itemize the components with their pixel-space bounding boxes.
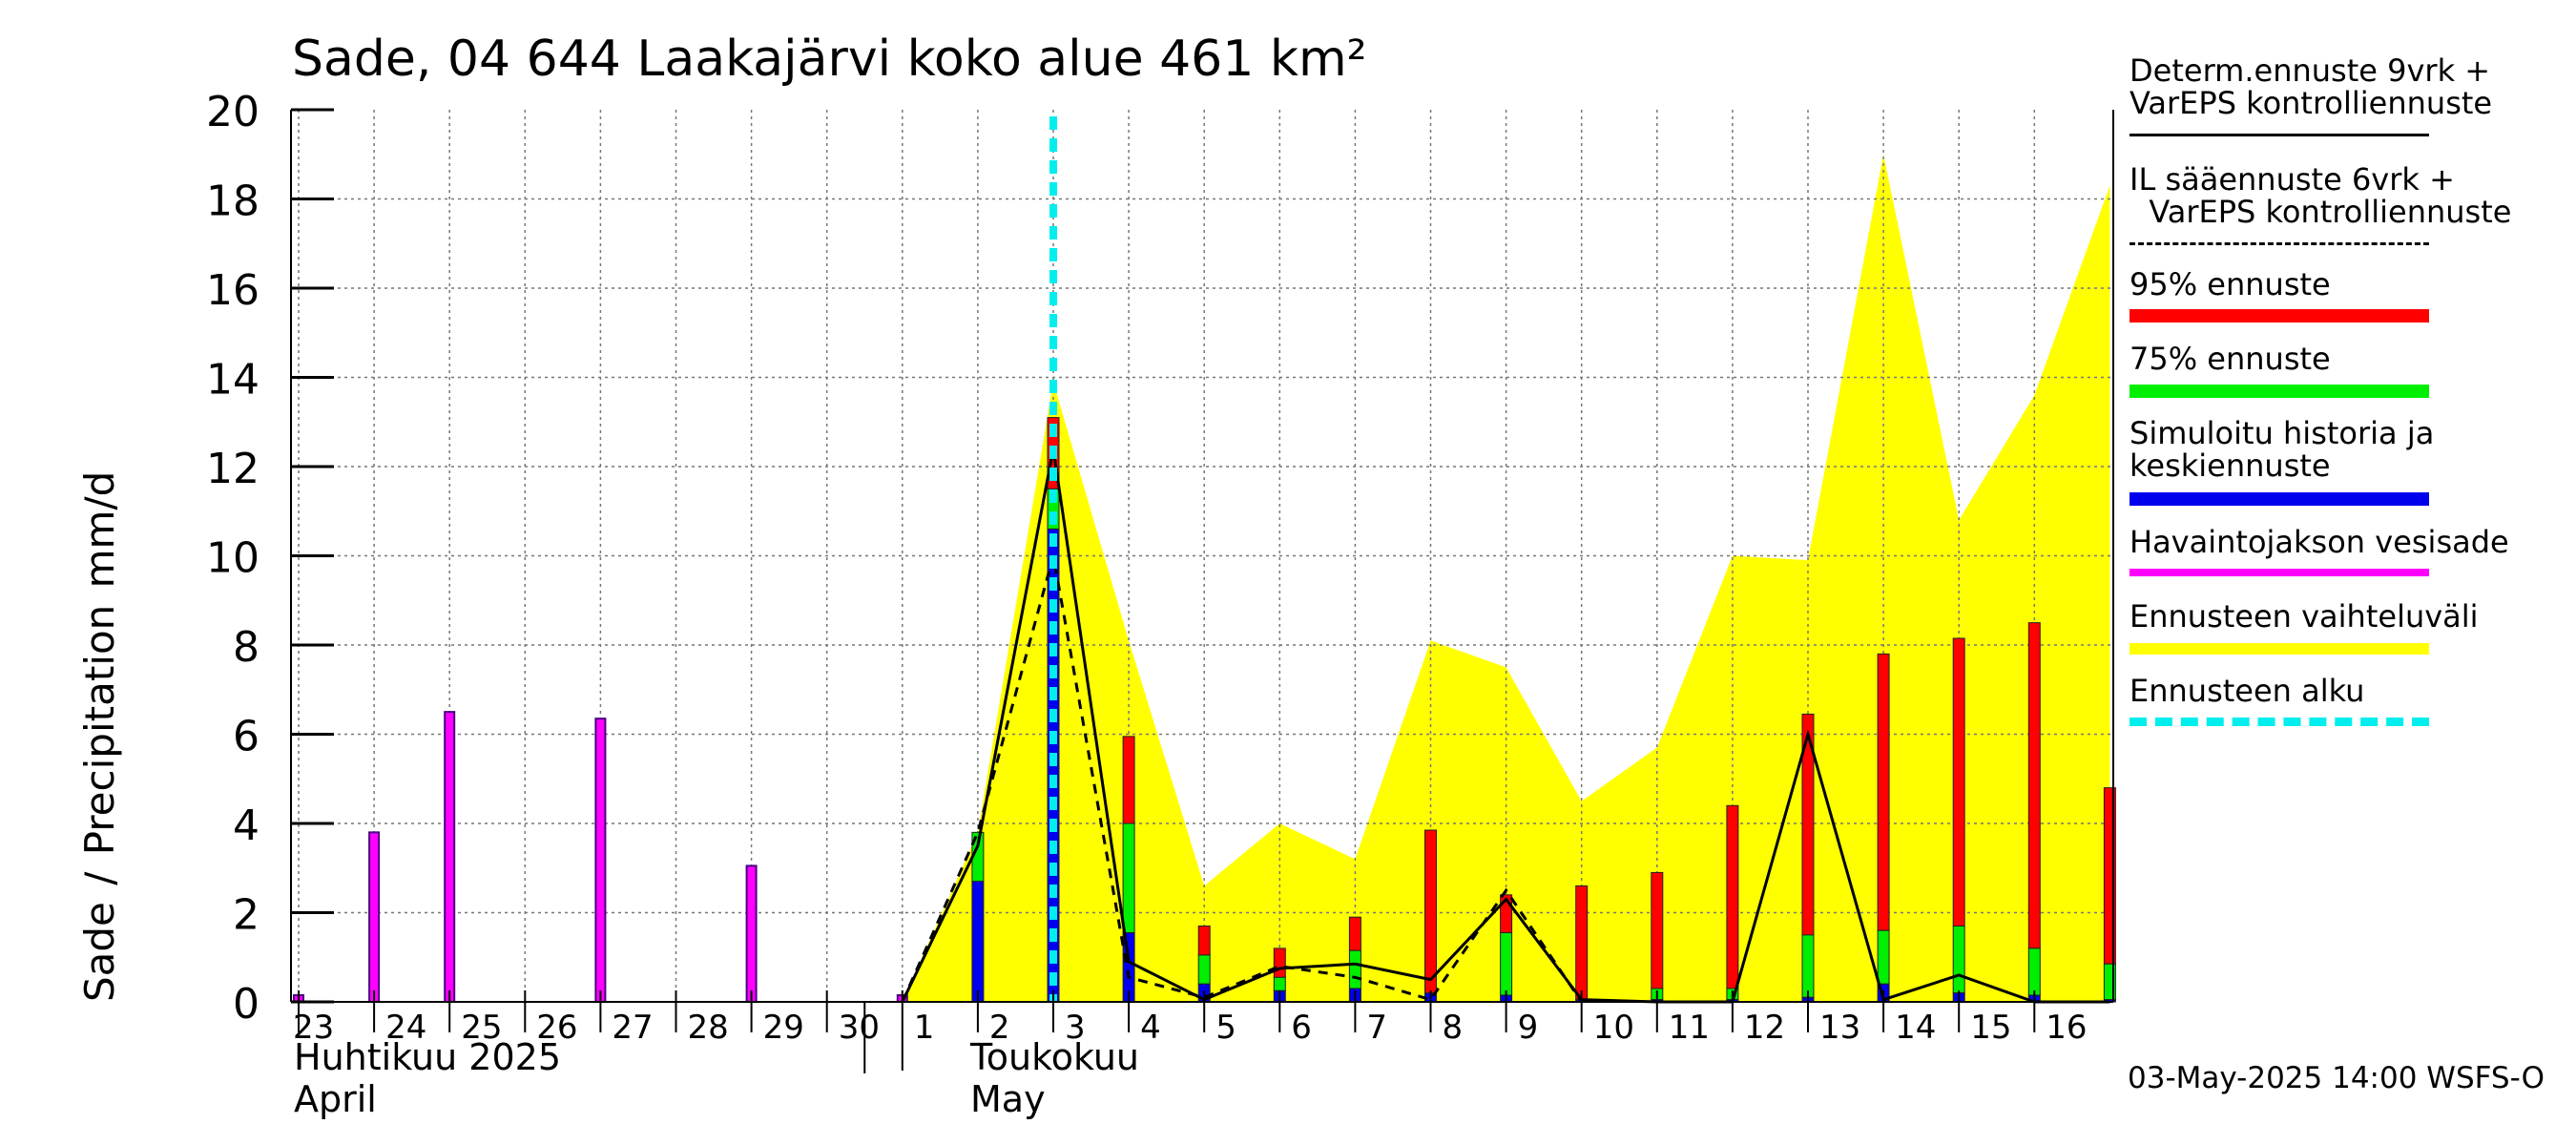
legend-text-range: Ennusteen vaihteluväli	[2129, 598, 2479, 635]
x-tick-label: 9	[1518, 1009, 1539, 1047]
bar-p75	[1952, 926, 1965, 994]
footer-timestamp: 03-May-2025 14:00 WSFS-O	[2128, 1061, 2545, 1095]
bar-p75	[1877, 929, 1890, 985]
x-tick-label: 26	[536, 1009, 577, 1047]
x-tick-label: 7	[1366, 1009, 1387, 1047]
legend-swatch-sim	[2129, 492, 2429, 506]
legend-text-determ-2: VarEPS kontrolliennuste	[2129, 85, 2493, 121]
x-tick-label: 12	[1744, 1009, 1785, 1047]
legend-text-observed: Havaintojakson vesisade	[2129, 524, 2509, 560]
y-axis-label: Sade / Precipitation mm/d	[76, 470, 123, 1002]
y-tick-label: 4	[233, 802, 260, 850]
legend-text-p95: 95% ennuste	[2129, 266, 2331, 302]
legend-text-determ-1: Determ.ennuste 9vrk +	[2129, 52, 2491, 89]
x-tick-label: 13	[1819, 1009, 1860, 1047]
bar-p75	[1122, 822, 1135, 934]
bar-p95	[1877, 653, 1890, 931]
bar-p95	[1651, 871, 1664, 989]
x-tick-label: 1	[914, 1009, 935, 1047]
x-tick-label: 14	[1895, 1009, 1936, 1047]
y-tick-label: 12	[206, 445, 260, 493]
bar-simulated	[971, 881, 985, 1003]
legend-text-forecast-start: Ennusteen alku	[2129, 673, 2365, 709]
y-tick-label: 14	[206, 356, 260, 405]
bar-p95	[1273, 947, 1286, 978]
bar-observed	[594, 718, 607, 1003]
bar-p75	[2027, 947, 2041, 996]
line-determ-forecast	[901, 448, 2110, 1004]
x-tick-label: 15	[1970, 1009, 2011, 1047]
bar-p95	[2027, 622, 2041, 949]
legend-text-sim-2: keskiennuste	[2129, 448, 2331, 484]
month-label-may-en: May	[970, 1078, 1046, 1120]
x-tick-label: 3	[1065, 1009, 1086, 1047]
y-tick-label: 2	[233, 891, 260, 940]
y-tick-label: 10	[206, 534, 260, 583]
legend-swatch-observed	[2129, 569, 2429, 576]
bar-p95	[1575, 885, 1589, 1001]
bar-p75	[1801, 934, 1815, 998]
x-tick-label: 4	[1140, 1009, 1161, 1047]
bar-p75	[1273, 976, 1286, 991]
y-tick-label: 20	[206, 88, 260, 136]
x-tick-label: 30	[839, 1009, 880, 1047]
legend-swatch-solid-line	[2129, 134, 2429, 136]
bar-p95	[1952, 637, 1965, 927]
x-tick-label: 8	[1443, 1009, 1464, 1047]
bar-observed	[745, 864, 758, 1003]
bar-p95	[1122, 736, 1135, 824]
bar-p95	[1726, 804, 1739, 989]
legend-swatch-p95	[2129, 309, 2429, 323]
x-tick-label: 5	[1215, 1009, 1236, 1047]
bar-p95	[1424, 829, 1437, 996]
chart-title: Sade, 04 644 Laakajärvi koko alue 461 km…	[292, 31, 1367, 88]
x-tick-label: 23	[293, 1009, 334, 1047]
bar-p95	[1348, 916, 1361, 951]
legend-text-sim-1: Simuloitu historia ja	[2129, 415, 2435, 451]
month-label-april-fi: Huhtikuu 2025	[294, 1036, 561, 1078]
y-tick-label: 18	[206, 177, 260, 226]
y-tick-label: 0	[233, 980, 260, 1029]
bar-p75	[1500, 932, 1513, 996]
bar-p75	[1348, 949, 1361, 989]
month-label-may-fi: Toukokuu	[970, 1036, 1139, 1078]
x-tick-label: 29	[763, 1009, 804, 1047]
x-tick-label: 6	[1291, 1009, 1312, 1047]
x-tick-label: 2	[989, 1009, 1010, 1047]
line-il-forecast	[901, 555, 1583, 1003]
legend-text-p75: 75% ennuste	[2129, 341, 2331, 377]
x-tick-label: 25	[461, 1009, 502, 1047]
month-label-april-en: April	[294, 1078, 377, 1120]
x-tick-label: 16	[2046, 1009, 2087, 1047]
bar-observed	[444, 711, 456, 1003]
x-tick-label: 27	[612, 1009, 653, 1047]
y-tick-label: 8	[233, 623, 260, 672]
legend-swatch-forecast-start	[2129, 718, 2429, 726]
bar-observed	[368, 831, 381, 1003]
x-tick-label: 11	[1669, 1009, 1710, 1047]
x-tick-label: 28	[688, 1009, 729, 1047]
y-tick-label: 16	[206, 266, 260, 315]
x-tick-label: 10	[1593, 1009, 1634, 1047]
legend-swatch-range	[2129, 643, 2429, 655]
legend-swatch-p75	[2129, 385, 2429, 398]
x-tick-label: 24	[385, 1009, 426, 1047]
bar-p95	[1197, 926, 1211, 956]
bar-p75	[1197, 954, 1211, 985]
legend-text-il-1: IL sääennuste 6vrk +	[2129, 161, 2455, 198]
legend-text-il-2: VarEPS kontrolliennuste	[2129, 194, 2512, 230]
y-tick-label: 6	[233, 713, 260, 761]
legend-swatch-dashed-line	[2129, 242, 2429, 245]
